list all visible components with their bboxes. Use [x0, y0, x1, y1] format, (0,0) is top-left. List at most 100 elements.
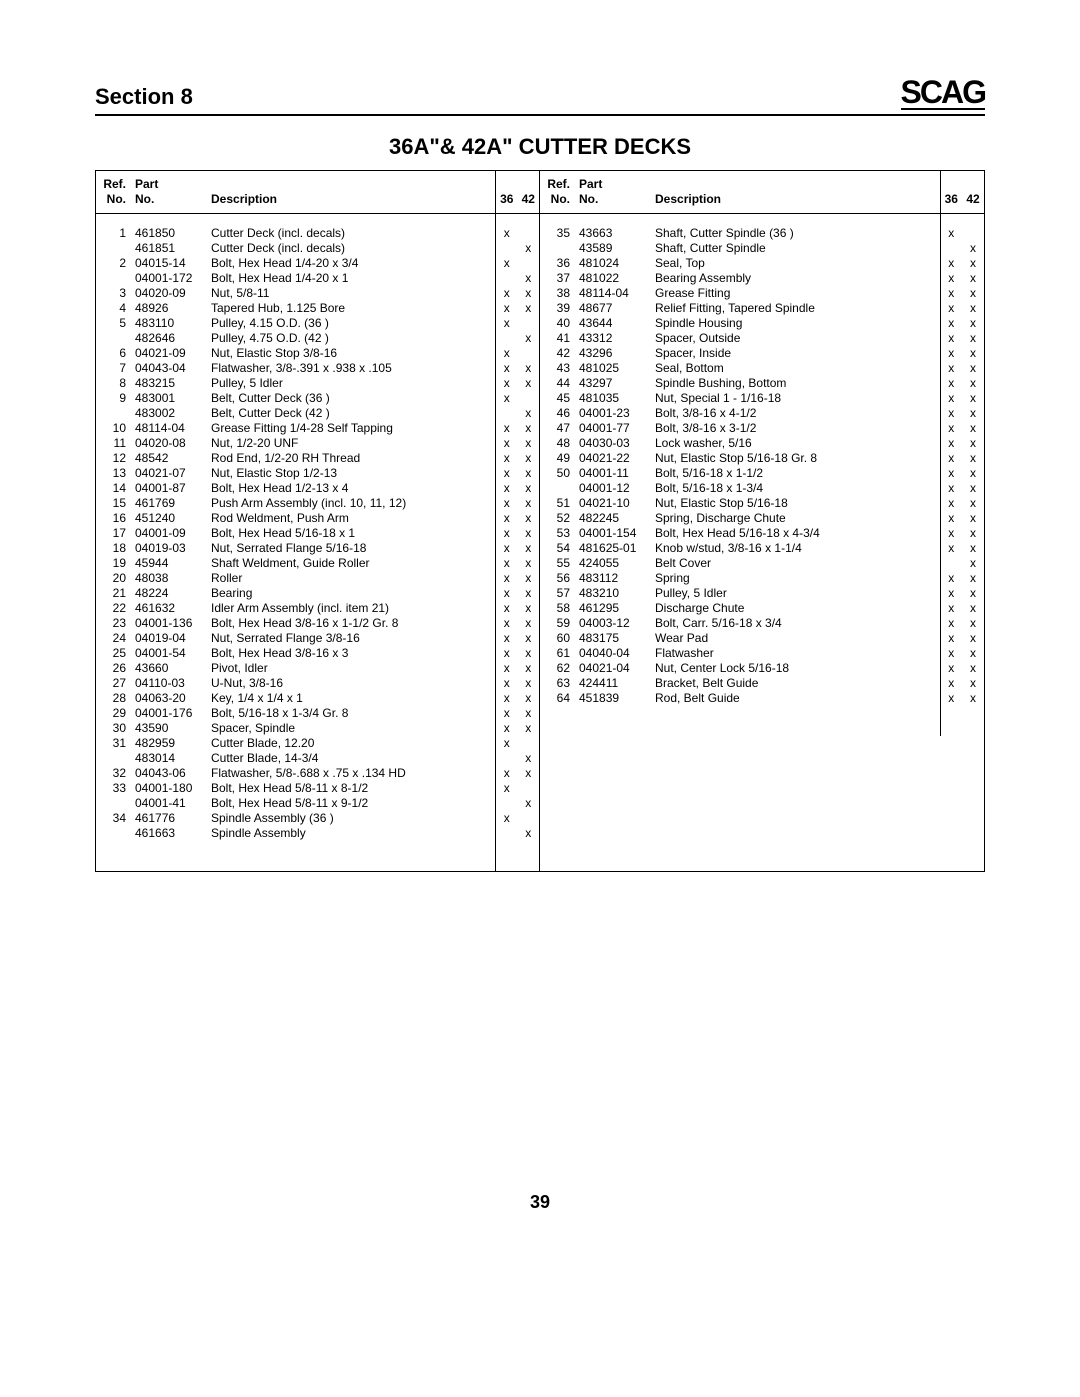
cell-desc: Spacer, Inside — [652, 346, 940, 361]
table-row: 1404001-87Bolt, Hex Head 1/2-13 x 4xx — [96, 481, 540, 496]
cell-part: 04001-41 — [132, 796, 208, 811]
cell-c42: x — [962, 466, 984, 481]
cell-c36: x — [940, 406, 962, 421]
cell-desc: Belt, Cutter Deck (42 ) — [208, 406, 496, 421]
cell-part: 481035 — [576, 391, 652, 406]
table-row: 6204021-04Nut, Center Lock 5/16-18xx — [540, 661, 984, 676]
cell-desc: Pulley, 5 Idler — [208, 376, 496, 391]
cell-ref: 7 — [96, 361, 132, 376]
cell-c42: x — [518, 601, 540, 616]
cell-c42: x — [962, 571, 984, 586]
cell-desc: Tapered Hub, 1.125 Bore — [208, 301, 496, 316]
cell-c42: x — [962, 256, 984, 271]
cell-desc: Bolt, 5/16-18 x 1-3/4 Gr. 8 — [208, 706, 496, 721]
cell-c36: x — [496, 721, 518, 736]
cell-ref — [96, 826, 132, 871]
cell-ref: 50 — [540, 466, 576, 481]
cell-desc: Pulley, 4.15 O.D. (36 ) — [208, 316, 496, 331]
table-row: 2504001-54Bolt, Hex Head 3/8-16 x 3xx — [96, 646, 540, 661]
cell-desc: Nut, Elastic Stop 5/16-18 Gr. 8 — [652, 451, 940, 466]
table-row: 56483112Springxx — [540, 571, 984, 586]
cell-desc: Spindle Assembly (36 ) — [208, 811, 496, 826]
cell-c36: x — [496, 213, 518, 241]
table-row: 1304021-07Nut, Elastic Stop 1/2-13xx — [96, 466, 540, 481]
brand-logo: SCAG — [901, 80, 985, 110]
cell-c36 — [496, 331, 518, 346]
cell-c42: x — [962, 331, 984, 346]
cell-ref — [96, 796, 132, 811]
cell-c42: x — [962, 661, 984, 676]
cell-c42: x — [962, 316, 984, 331]
cell-c36: x — [496, 301, 518, 316]
table-row: 204015-14Bolt, Hex Head 1/4-20 x 3/4x — [96, 256, 540, 271]
table-row: 3304001-180Bolt, Hex Head 5/8-11 x 8-1/2… — [96, 781, 540, 796]
cell-part: 483210 — [576, 586, 652, 601]
cell-ref: 13 — [96, 466, 132, 481]
cell-ref: 24 — [96, 631, 132, 646]
cell-c36: x — [496, 436, 518, 451]
cell-c42: x — [962, 346, 984, 361]
cell-c36: x — [940, 466, 962, 481]
cell-c42: x — [518, 616, 540, 631]
cell-ref: 18 — [96, 541, 132, 556]
cell-part: 481024 — [576, 256, 652, 271]
table-row: 1704001-09Bolt, Hex Head 5/16-18 x 1xx — [96, 526, 540, 541]
cell-c42: x — [962, 691, 984, 736]
cell-ref: 47 — [540, 421, 576, 436]
cell-part: 04001-172 — [132, 271, 208, 286]
cell-c42: x — [962, 616, 984, 631]
cell-c36: x — [940, 541, 962, 556]
cell-part: 483110 — [132, 316, 208, 331]
cell-ref: 62 — [540, 661, 576, 676]
cell-c36: x — [940, 571, 962, 586]
cell-part: 43660 — [132, 661, 208, 676]
cell-c42: x — [518, 751, 540, 766]
cell-part: 461663 — [132, 826, 208, 871]
cell-part: 48114-04 — [132, 421, 208, 436]
table-row: 3043590Spacer, Spindlexx — [96, 721, 540, 736]
cell-desc: Bolt, Hex Head 1/4-20 x 3/4 — [208, 256, 496, 271]
cell-c36: x — [940, 511, 962, 526]
cell-desc: Nut, 1/2-20 UNF — [208, 436, 496, 451]
cell-part: 461769 — [132, 496, 208, 511]
cell-ref: 43 — [540, 361, 576, 376]
cell-part: 482245 — [576, 511, 652, 526]
cell-c36: x — [496, 316, 518, 331]
table-row: 1461850Cutter Deck (incl. decals)x — [96, 213, 540, 241]
cell-part: 483112 — [576, 571, 652, 586]
cell-desc: Grease Fitting 1/4-28 Self Tapping — [208, 421, 496, 436]
cell-desc: Rod End, 1/2-20 RH Thread — [208, 451, 496, 466]
cell-desc: Seal, Bottom — [652, 361, 940, 376]
cell-c36: x — [940, 691, 962, 736]
cell-part: 461850 — [132, 213, 208, 241]
table-row: 9483001Belt, Cutter Deck (36 )x — [96, 391, 540, 406]
cell-part: 43589 — [576, 241, 652, 256]
cell-ref: 33 — [96, 781, 132, 796]
cell-ref: 46 — [540, 406, 576, 421]
cell-ref: 16 — [96, 511, 132, 526]
cell-ref: 10 — [96, 421, 132, 436]
table-row: 5304001-154Bolt, Hex Head 5/16-18 x 4-3/… — [540, 526, 984, 541]
cell-c36: x — [496, 526, 518, 541]
cell-desc: Spindle Assembly — [208, 826, 496, 871]
cell-c36: x — [940, 346, 962, 361]
cell-part: 04001-12 — [576, 481, 652, 496]
cell-c36: x — [940, 661, 962, 676]
cell-part: 04020-09 — [132, 286, 208, 301]
table-row: 63424411Bracket, Belt Guidexx — [540, 676, 984, 691]
cell-desc: Bearing Assembly — [652, 271, 940, 286]
cell-c42: x — [518, 466, 540, 481]
cell-desc: Rod Weldment, Push Arm — [208, 511, 496, 526]
cell-c42: x — [518, 406, 540, 421]
cell-desc: Key, 1/4 x 1/4 x 1 — [208, 691, 496, 706]
cell-c42: x — [518, 631, 540, 646]
cell-c42: x — [962, 631, 984, 646]
cell-c42: x — [518, 796, 540, 811]
table-row: 2304001-136Bolt, Hex Head 3/8-16 x 1-1/2… — [96, 616, 540, 631]
cell-ref: 8 — [96, 376, 132, 391]
table-row: 52482245Spring, Discharge Chutexx — [540, 511, 984, 526]
cell-c36: x — [496, 571, 518, 586]
cell-desc: Idler Arm Assembly (incl. item 21) — [208, 601, 496, 616]
cell-desc: Pivot, Idler — [208, 661, 496, 676]
cell-c42: x — [962, 676, 984, 691]
